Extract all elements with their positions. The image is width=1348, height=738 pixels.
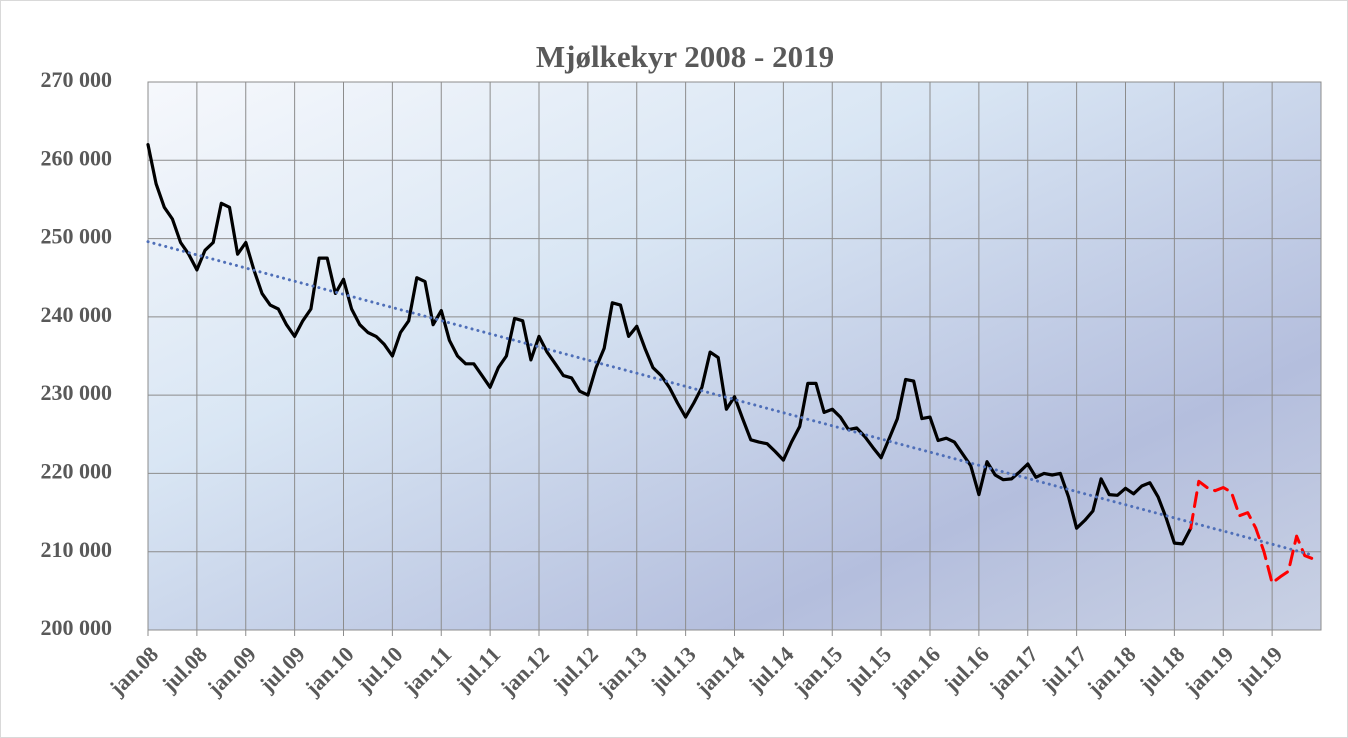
y-tick-label: 260 000 — [41, 145, 113, 170]
series-line — [146, 240, 1315, 557]
series-line — [146, 143, 1193, 546]
y-tick-label: 270 000 — [41, 67, 113, 92]
y-tick-label: 200 000 — [41, 615, 113, 640]
y-tick-label: 230 000 — [41, 380, 113, 405]
series-line — [1189, 479, 1315, 585]
y-tick-label: 240 000 — [41, 302, 113, 327]
y-tick-label: 250 000 — [41, 224, 113, 249]
y-tick-label: 210 000 — [41, 537, 113, 562]
y-tick-label: 220 000 — [41, 458, 113, 483]
chart-title: Mjølkekyr 2008 - 2019 — [536, 39, 834, 74]
